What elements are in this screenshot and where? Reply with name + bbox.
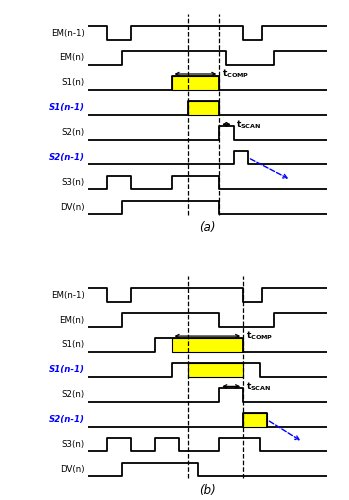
Text: EM(n): EM(n) — [59, 54, 84, 62]
Bar — [188, 101, 219, 114]
Text: $\mathbf{t_{COMP}}$: $\mathbf{t_{COMP}}$ — [222, 68, 249, 80]
Text: S1(n): S1(n) — [61, 340, 84, 349]
Text: S2(n): S2(n) — [61, 128, 84, 137]
Text: EM(n-1): EM(n-1) — [51, 28, 84, 38]
Text: S1(n-1): S1(n-1) — [49, 366, 84, 374]
Text: $\mathbf{t_{COMP}}$: $\mathbf{t_{COMP}}$ — [246, 330, 273, 342]
Text: S2(n): S2(n) — [61, 390, 84, 399]
Bar — [172, 338, 243, 352]
Text: EM(n-1): EM(n-1) — [51, 290, 84, 300]
Text: DV(n): DV(n) — [60, 465, 84, 474]
Text: EM(n): EM(n) — [59, 316, 84, 324]
Text: S1(n): S1(n) — [61, 78, 84, 88]
Text: S3(n): S3(n) — [61, 440, 84, 449]
Bar — [243, 413, 267, 426]
Text: (b): (b) — [199, 484, 216, 496]
Text: (a): (a) — [199, 222, 216, 234]
Text: S3(n): S3(n) — [61, 178, 84, 187]
Bar — [172, 76, 219, 90]
Bar — [188, 363, 243, 376]
Text: $\mathbf{t_{SCAN}}$: $\mathbf{t_{SCAN}}$ — [236, 118, 261, 130]
Text: S2(n-1): S2(n-1) — [49, 415, 84, 424]
Text: S2(n-1): S2(n-1) — [49, 153, 84, 162]
Text: S1(n-1): S1(n-1) — [49, 103, 84, 112]
Text: DV(n): DV(n) — [60, 203, 84, 212]
Text: $\mathbf{t_{SCAN}}$: $\mathbf{t_{SCAN}}$ — [245, 380, 271, 392]
